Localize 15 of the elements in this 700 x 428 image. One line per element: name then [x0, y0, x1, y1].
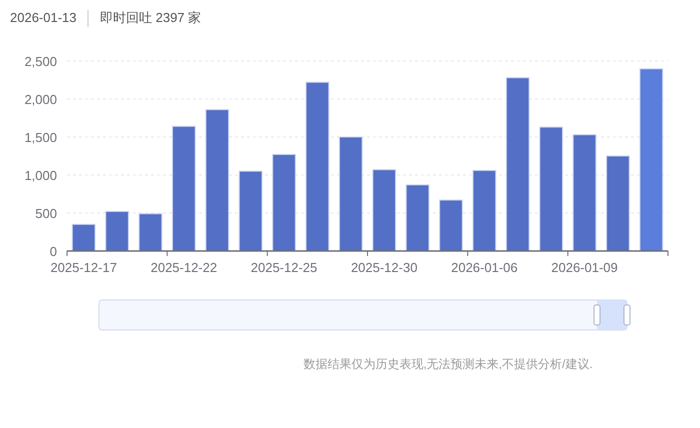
x-tick-label: 2025-12-17 [50, 260, 117, 275]
x-tick-label: 2026-01-06 [451, 260, 518, 275]
y-tick-label: 500 [35, 206, 57, 221]
y-tick-label: 1,500 [24, 130, 57, 145]
x-tick-label: 2026-01-09 [551, 260, 618, 275]
y-tick-label: 2,500 [24, 54, 57, 69]
text: 即时回吐 2397 家 [100, 10, 202, 25]
x-tick-label: 2025-12-22 [150, 260, 218, 275]
y-tick-label: 2,000 [24, 92, 57, 107]
text: 数据结果仅为历史表现,无法预测未来,不提供分析/建议. [303, 357, 593, 371]
y-tick-label: 1,000 [24, 168, 57, 183]
x-tick-label: 2025-12-25 [250, 260, 318, 275]
text: 2026-01-13 [10, 10, 76, 25]
x-tick-label: 2025-12-30 [350, 260, 418, 275]
y-tick-label: 0 [50, 244, 57, 259]
